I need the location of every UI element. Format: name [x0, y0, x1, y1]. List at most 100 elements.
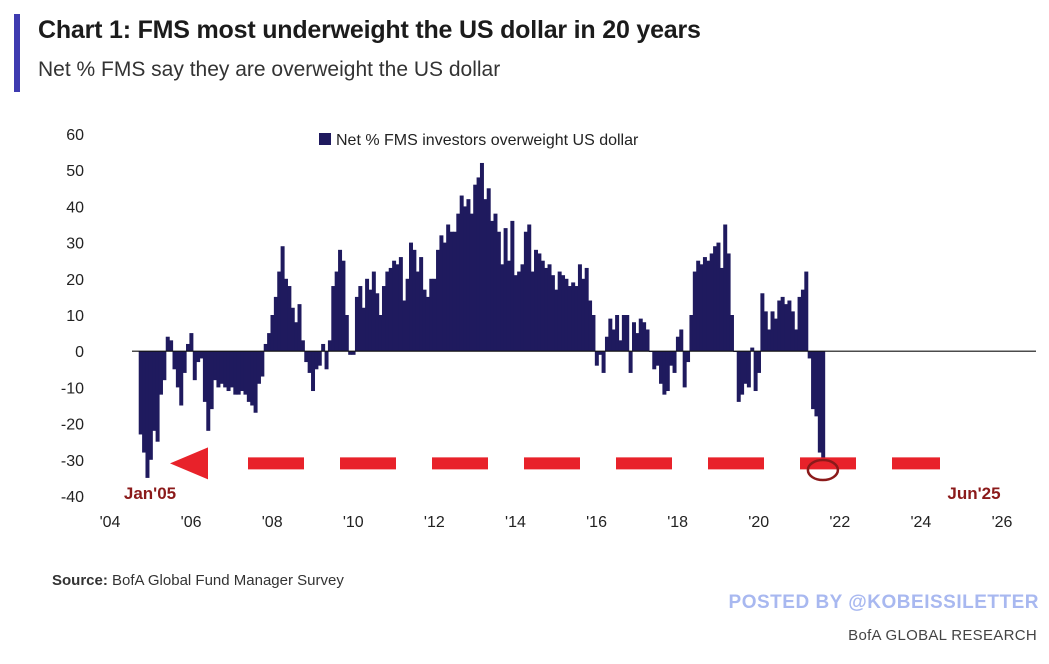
bar — [473, 184, 478, 352]
bar — [267, 333, 272, 352]
bar — [672, 351, 677, 373]
x-tick-label: '24 — [910, 514, 931, 531]
bar — [172, 351, 177, 370]
bar — [361, 307, 366, 352]
x-tick-label: '06 — [181, 514, 202, 531]
bar — [709, 253, 714, 352]
posted-by-watermark: POSTED BY @KOBEISSILETTER — [728, 592, 1039, 613]
bar — [324, 351, 329, 370]
bar — [814, 351, 819, 417]
bar — [686, 351, 691, 363]
bar — [439, 235, 444, 352]
bar — [351, 351, 356, 355]
arrow-head — [170, 447, 208, 480]
bar — [422, 289, 427, 352]
bar — [425, 296, 430, 352]
bar — [432, 278, 437, 352]
x-tick-label: '12 — [424, 514, 445, 531]
bar — [263, 343, 268, 352]
bar — [250, 351, 255, 406]
bar — [527, 224, 532, 352]
bar — [442, 242, 447, 352]
bar — [510, 220, 515, 352]
bar — [331, 286, 336, 352]
legend-swatch — [319, 133, 331, 145]
bar — [348, 351, 353, 355]
bar — [743, 351, 748, 384]
bar — [196, 351, 201, 363]
bar — [706, 260, 711, 352]
bar — [219, 351, 224, 384]
bar — [354, 296, 359, 352]
bar — [158, 351, 163, 395]
bar — [790, 311, 795, 352]
bar — [409, 242, 413, 352]
bar — [314, 351, 319, 370]
bar — [152, 351, 157, 431]
bar — [459, 195, 464, 352]
bar — [777, 300, 782, 352]
bar — [138, 351, 143, 435]
bar — [202, 351, 207, 402]
bar — [192, 351, 197, 381]
bar — [463, 206, 468, 352]
x-tick-label: '16 — [586, 514, 607, 531]
bar — [760, 293, 765, 352]
bar — [618, 340, 623, 352]
bar — [280, 246, 285, 352]
legend-label: Net % FMS investors overweight US dollar — [336, 132, 639, 149]
bar — [334, 271, 339, 352]
bar — [520, 264, 525, 352]
bar — [784, 304, 789, 352]
chart-title: Chart 1: FMS most underweight the US dol… — [38, 16, 701, 44]
bar — [632, 322, 636, 352]
bar — [608, 318, 613, 352]
bar — [750, 347, 755, 352]
bar — [209, 351, 214, 410]
bar — [256, 351, 261, 384]
bar — [628, 351, 633, 373]
bar — [696, 260, 701, 352]
y-tick-label: -20 — [61, 417, 84, 434]
bar — [611, 329, 616, 352]
bar — [804, 271, 809, 352]
source-label: Source: — [52, 572, 108, 589]
bar — [375, 293, 380, 352]
bar — [591, 315, 596, 352]
bar — [155, 351, 160, 442]
bar — [311, 351, 316, 392]
bar — [317, 351, 322, 366]
bar — [148, 351, 153, 460]
bar — [226, 351, 231, 392]
bar — [398, 257, 403, 352]
bar — [584, 267, 589, 352]
bar — [402, 300, 407, 352]
source-note: Source: BofA Global Fund Manager Survey — [52, 572, 344, 589]
y-tick-label: -40 — [61, 489, 84, 506]
bar — [392, 260, 397, 352]
bar — [216, 351, 221, 388]
bar — [561, 275, 566, 352]
bar — [162, 351, 167, 381]
bar — [500, 264, 505, 352]
bar — [625, 315, 630, 352]
bar — [300, 340, 305, 352]
bar — [446, 224, 451, 352]
y-tick-label: 20 — [66, 272, 84, 289]
bar — [142, 351, 147, 453]
bar — [540, 260, 545, 352]
bar — [517, 271, 522, 352]
bar — [297, 304, 302, 352]
y-tick-label: -10 — [61, 380, 84, 397]
end-callout-label: Jun'25 — [947, 484, 1000, 503]
bar — [550, 275, 555, 352]
bar — [277, 271, 282, 352]
bar — [604, 336, 609, 352]
bar — [395, 264, 400, 352]
bar — [689, 315, 694, 352]
bar — [682, 351, 687, 388]
bar — [304, 351, 309, 363]
chart-subtitle: Net % FMS say they are overweight the US… — [38, 58, 501, 81]
highlight-circle — [806, 458, 840, 482]
